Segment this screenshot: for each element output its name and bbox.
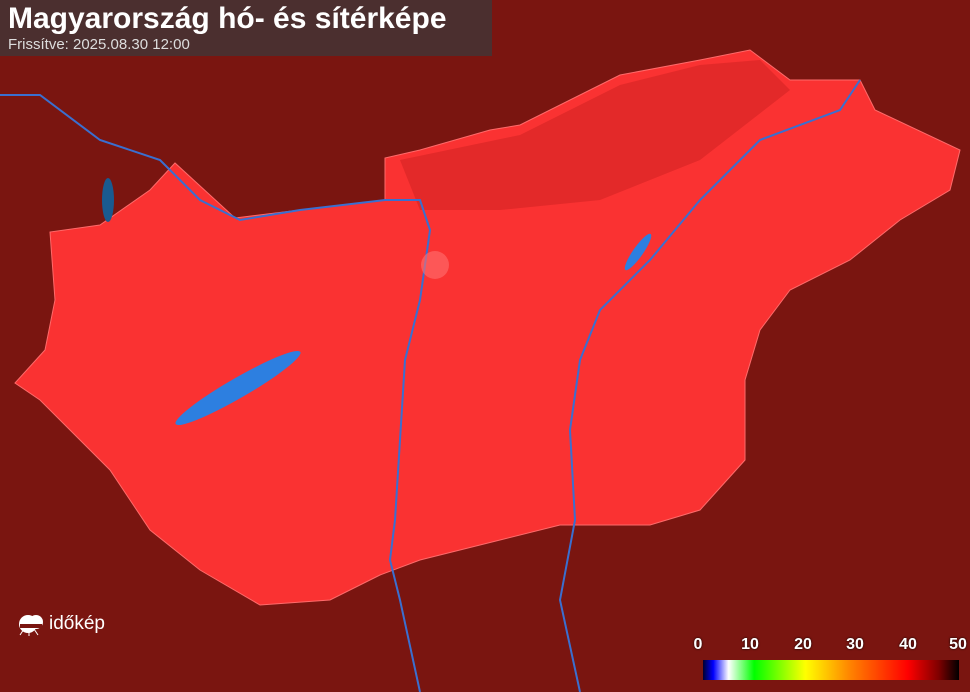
tisza-river [558,79,861,692]
logo-text: időkép [49,613,105,634]
idokep-logo[interactable]: időkép [16,612,105,636]
lake-balaton [175,350,301,426]
danube-river [0,94,432,692]
legend-color-bar [703,660,959,680]
page-title: Magyarország hó- és sítérképe [8,2,447,35]
legend-tick: 10 [741,636,759,653]
legend-tick: 40 [899,636,917,653]
budapest-city [421,251,449,279]
lake-tisza [624,233,652,271]
hungary-region [14,49,961,606]
cloud-sun-icon [19,615,43,636]
legend: 0 10 20 30 40 50 [694,636,967,682]
legend-tick: 0 [693,636,703,653]
header-box: Magyarország hó- és sítérképe Frissítve:… [0,0,492,56]
legend-tick: 50 [949,636,967,653]
legend-tick: 30 [846,636,864,653]
legend-tick: 20 [794,636,812,653]
update-time: Frissítve: 2025.08.30 12:00 [8,36,190,53]
hills-shading [400,60,790,210]
lake-neusiedl [102,178,114,222]
